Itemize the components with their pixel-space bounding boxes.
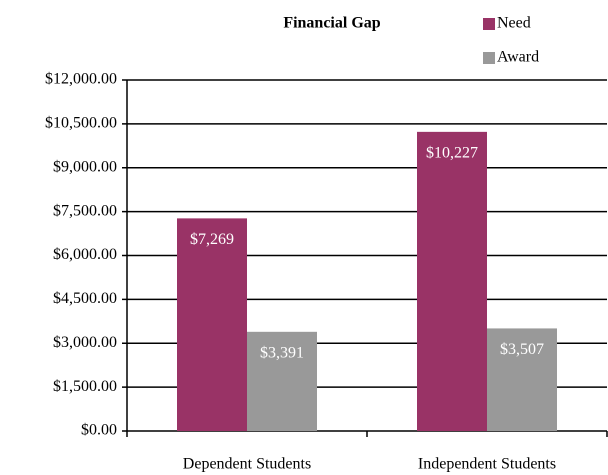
bar [247, 331, 317, 431]
value-label: $3,507 [500, 341, 544, 358]
y-tick-label: $1,500.00 [53, 378, 117, 395]
legend-label: Award [497, 49, 539, 66]
bar [177, 218, 247, 431]
value-label: $10,227 [426, 145, 478, 162]
legend-swatch [483, 18, 495, 30]
y-tick-label: $12,000.00 [45, 71, 117, 88]
y-tick-label: $10,500.00 [45, 115, 117, 132]
bar [417, 131, 487, 432]
y-tick-label: $4,500.00 [53, 290, 117, 307]
chart-title: Financial Gap [283, 15, 380, 32]
y-tick-label: $9,000.00 [53, 158, 117, 175]
x-tick-label: Independent Students [418, 456, 556, 473]
y-tick-label: $3,000.00 [53, 334, 117, 351]
legend-label: Need [497, 15, 531, 32]
x-tick-label: Dependent Students [183, 456, 311, 473]
y-tick-label: $7,500.00 [53, 202, 117, 219]
legend-swatch [483, 52, 495, 64]
value-label: $7,269 [190, 231, 234, 248]
y-tick-label: $0.00 [81, 422, 117, 439]
bar [487, 328, 557, 431]
value-label: $3,391 [260, 344, 304, 361]
y-tick-label: $6,000.00 [53, 246, 117, 263]
